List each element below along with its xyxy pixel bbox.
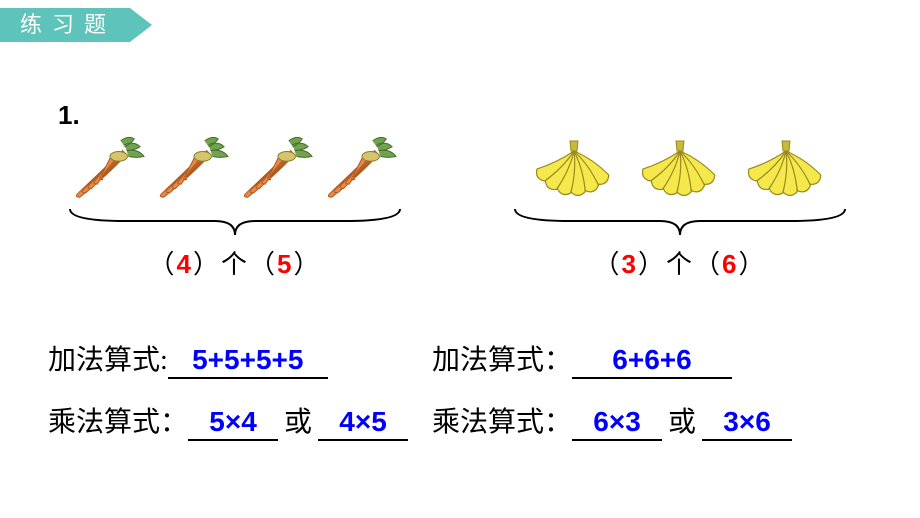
carrot-bunch-icon — [238, 135, 316, 205]
right-problem-group: （3）个（6） — [510, 130, 850, 281]
brace-icon — [65, 207, 405, 237]
carrot-bunch-icon — [322, 135, 400, 205]
mul-answer-1: 5×4 — [188, 406, 278, 441]
left-problem-group: （4）个（5） — [65, 130, 405, 281]
count-description: （3）个（6） — [510, 244, 850, 281]
right-addition-row: 加法算式：6+6+6 — [432, 338, 732, 379]
left-addition-row: 加法算式:5+5+5+5 — [48, 338, 328, 379]
banana-row — [510, 130, 850, 205]
count-mid: ）个（ — [638, 250, 722, 279]
question-number: 1. — [58, 100, 80, 131]
paren-close: ） — [293, 250, 321, 279]
section-header: 练习题 — [0, 8, 152, 42]
count-each: 6 — [722, 249, 738, 279]
mul-answer-1: 6×3 — [572, 406, 662, 441]
mul-answer-2: 4×5 — [318, 406, 408, 441]
mul-answer-2: 3×6 — [702, 406, 792, 441]
right-multiplication-row: 乘法算式：6×3或3×6 — [432, 400, 792, 441]
paren-open: （ — [149, 250, 177, 279]
paren-open: （ — [594, 250, 622, 279]
brace-icon — [510, 207, 850, 237]
addition-answer: 5+5+5+5 — [168, 344, 328, 379]
count-mid: ）个（ — [193, 250, 277, 279]
banana-bunch-icon — [736, 137, 836, 205]
multiplication-label: 乘法算式： — [48, 407, 188, 438]
tab-arrow-icon — [130, 8, 152, 42]
carrot-row — [65, 130, 405, 205]
count-groups: 4 — [177, 249, 193, 279]
addition-label: 加法算式: — [48, 345, 168, 376]
or-text: 或 — [668, 407, 696, 438]
count-description: （4）个（5） — [65, 244, 405, 281]
or-text: 或 — [284, 407, 312, 438]
banana-bunch-icon — [524, 137, 624, 205]
carrot-bunch-icon — [154, 135, 232, 205]
count-each: 5 — [277, 249, 293, 279]
addition-answer: 6+6+6 — [572, 344, 732, 379]
addition-label: 加法算式： — [432, 345, 572, 376]
banana-bunch-icon — [630, 137, 730, 205]
section-title: 练习题 — [0, 8, 130, 42]
left-multiplication-row: 乘法算式：5×4或4×5 — [48, 400, 408, 441]
paren-close: ） — [738, 250, 766, 279]
carrot-bunch-icon — [70, 135, 148, 205]
count-groups: 3 — [622, 249, 638, 279]
multiplication-label: 乘法算式： — [432, 407, 572, 438]
